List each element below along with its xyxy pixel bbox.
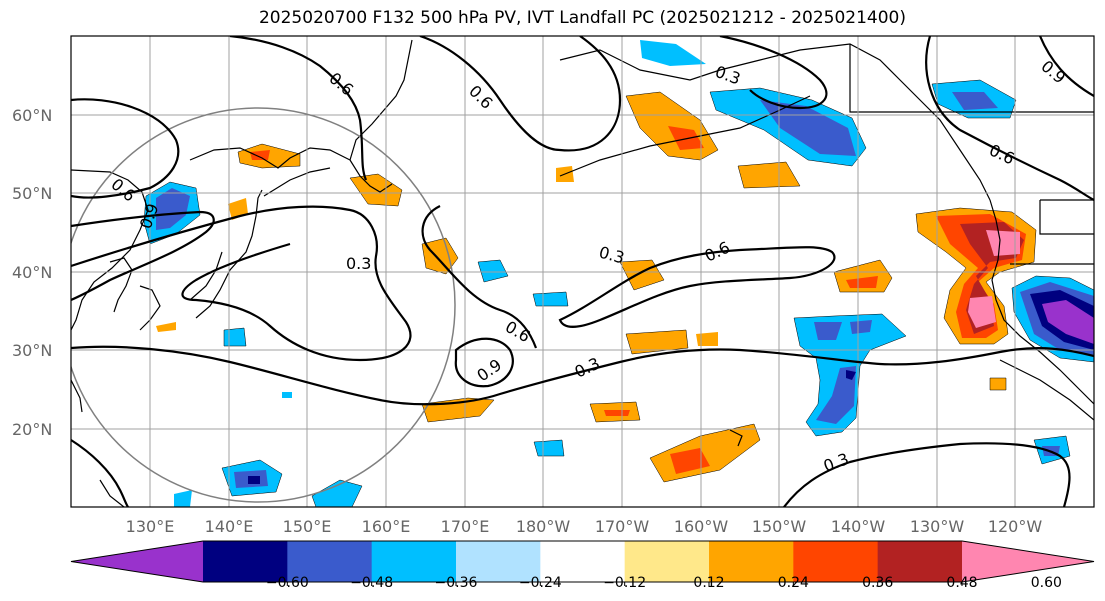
coastline-japan bbox=[195, 189, 263, 319]
colorbar-segment bbox=[456, 541, 541, 582]
lon-label: 180°W bbox=[516, 517, 571, 536]
lon-label: 120°W bbox=[988, 517, 1043, 536]
colorbar-outline bbox=[70, 540, 1095, 583]
lat-label: 60°N bbox=[12, 106, 52, 125]
lon-label: 130°E bbox=[126, 517, 175, 536]
lat-label: 30°N bbox=[12, 341, 52, 360]
pv-contour-a bbox=[71, 98, 180, 199]
colorbar-tick-label: 0.36 bbox=[862, 575, 893, 591]
colorbar-tick-label: −0.60 bbox=[266, 575, 309, 591]
coastline-north-america bbox=[989, 199, 1094, 405]
colorbar-tick-label: 0.12 bbox=[693, 575, 724, 591]
coastline-asia bbox=[71, 169, 149, 331]
pv-contour-c bbox=[71, 205, 412, 362]
colorbar-segment bbox=[203, 541, 288, 582]
colorbar-tick-label: 0.24 bbox=[778, 575, 809, 591]
colorbar-tick-label: −0.36 bbox=[435, 575, 478, 591]
pv-contour-m bbox=[783, 442, 1071, 507]
ivt-shading bbox=[143, 40, 1094, 507]
colorbar-segment bbox=[287, 541, 373, 582]
coastline-kamchatka bbox=[349, 39, 413, 161]
colorbar-tick-label: −0.24 bbox=[519, 575, 562, 591]
pv-contour-i bbox=[558, 246, 836, 328]
pv-contour-b bbox=[71, 210, 215, 302]
colorbar-segment bbox=[540, 541, 626, 582]
lon-label: 160°W bbox=[674, 517, 729, 536]
lon-label: 160°E bbox=[362, 517, 411, 536]
map-layers: 0.6 0.6 0.3 0.6 0.6 0.9 0.3 0.3 0.6 0.6 … bbox=[71, 36, 1094, 507]
lon-labels: 130°E 140°E 150°E 160°E 170°E 180°W 170°… bbox=[126, 517, 1043, 536]
pv-contour-e bbox=[419, 36, 622, 152]
lon-label: 150°E bbox=[283, 517, 332, 536]
pv-contour-d bbox=[229, 36, 368, 181]
colorbar: −0.60 −0.48 −0.36 −0.24 −0.12 0.12 0.24 0.36 0.4… bbox=[70, 540, 1095, 591]
map-title: 2025020700 F132 500 hPa PV, IVT Landfall… bbox=[258, 8, 906, 28]
pv-contour-h bbox=[71, 345, 1094, 406]
lat-label: 50°N bbox=[12, 184, 52, 203]
lon-label: 170°E bbox=[441, 517, 490, 536]
pv-label: 0.3 bbox=[346, 254, 371, 273]
colorbar-tick-label: 0.48 bbox=[946, 575, 977, 591]
lon-label: 140°W bbox=[831, 517, 886, 536]
colorbar-segment bbox=[371, 541, 457, 582]
pv-contour-l bbox=[1038, 36, 1094, 97]
coastline-aleutians bbox=[559, 95, 811, 177]
colorbar-extend-max bbox=[962, 541, 1094, 582]
colorbar-segment bbox=[624, 541, 710, 582]
colorbar-segment bbox=[709, 541, 794, 582]
region-circle bbox=[71, 107, 456, 503]
lat-labels: 60°N 50°N 40°N 30°N 20°N bbox=[12, 106, 52, 439]
lat-label: 40°N bbox=[12, 263, 52, 282]
coastlines bbox=[71, 39, 1094, 507]
pv-contour-k bbox=[925, 36, 1094, 201]
colorbar-tick-label: −0.48 bbox=[350, 575, 393, 591]
colorbar-segment bbox=[877, 541, 963, 582]
map-frame bbox=[70, 35, 1095, 508]
lon-label: 150°W bbox=[752, 517, 807, 536]
colorbar-tick-label: 0.60 bbox=[1031, 575, 1062, 591]
lon-label: 130°W bbox=[910, 517, 965, 536]
colorbar-segment bbox=[793, 541, 879, 582]
colorbar-tick-label: −0.12 bbox=[603, 575, 646, 591]
pv-contour-j bbox=[719, 36, 828, 110]
colorbar-extend-min bbox=[71, 541, 203, 582]
pv-contour-g bbox=[454, 337, 514, 388]
pv-contours bbox=[71, 36, 1094, 507]
lat-label: 20°N bbox=[12, 420, 52, 439]
pv-contour-f bbox=[421, 205, 538, 349]
lon-label: 170°W bbox=[595, 517, 650, 536]
lon-label: 140°E bbox=[205, 517, 254, 536]
